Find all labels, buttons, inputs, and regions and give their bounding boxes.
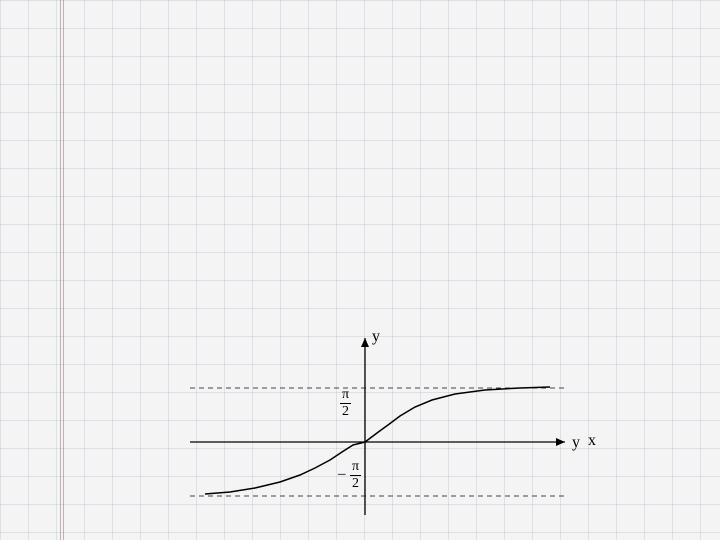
axis-x-label: x: [588, 432, 596, 450]
notebook-margin-line: [60, 0, 64, 540]
neg-pi-over-2-lower: π 2: [350, 460, 361, 491]
axis-y-label: y: [372, 328, 380, 346]
axis-y-label-duplicate: y: [572, 434, 580, 452]
pi-over-2-upper: π 2: [340, 388, 351, 419]
arctg-chart: [170, 330, 570, 530]
